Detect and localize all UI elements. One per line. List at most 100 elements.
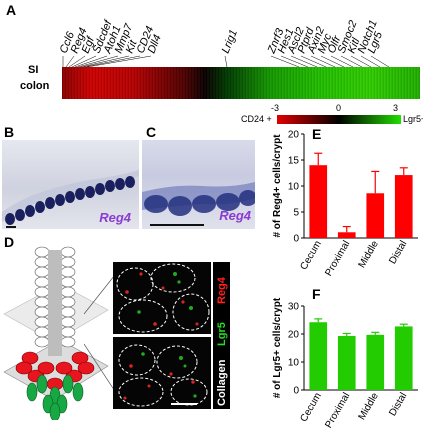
y-tick-label: 5 <box>293 208 299 219</box>
gene-leader-line <box>80 55 130 68</box>
panel-label-c: C <box>146 124 157 140</box>
gene-leader-line <box>86 55 152 68</box>
villus-cell <box>34 246 50 258</box>
heatmap <box>62 67 420 99</box>
lgr5-cell <box>72 382 84 402</box>
villus-cell <box>34 286 50 298</box>
crypt-stain-b <box>2 170 139 228</box>
gene-leader-line <box>280 55 309 68</box>
x-tick-label: Distal <box>387 239 409 266</box>
bar-chart-lgr5: 0 10 20 30 # of Lgr5+ cells/crypt Cecum Proxim… <box>272 297 418 430</box>
villus-cell <box>34 316 50 328</box>
y-tick-label: 10 <box>288 358 300 369</box>
row-label-colon: colon <box>20 80 50 92</box>
villus-cell <box>60 306 76 318</box>
gene-leader-line <box>370 55 390 68</box>
lgr5-cell <box>26 382 38 402</box>
channel-label-lgr5: Lgr5 <box>216 322 228 346</box>
villus-cell <box>60 286 76 298</box>
gene-leader-line <box>350 55 372 68</box>
y-tick-label: 15 <box>288 156 300 167</box>
panel-label-e: E <box>312 126 322 142</box>
villus-cell <box>60 326 76 338</box>
gene-leader-line <box>310 55 336 68</box>
villus-cell <box>34 296 50 308</box>
scale-mid-label: 0 <box>336 103 342 113</box>
gene-leader-line <box>68 55 86 68</box>
scale-min-label: -3 <box>271 103 280 113</box>
gene-leader-line <box>330 55 354 68</box>
gene-leader-line <box>340 55 363 68</box>
gene-leader-line <box>224 55 228 68</box>
bar <box>309 322 328 390</box>
villus-cell <box>60 266 76 278</box>
villus-cell <box>34 256 50 268</box>
gene-label: Kitl <box>346 36 363 55</box>
panel-label-d: D <box>4 234 15 250</box>
x-tick-label: Proximal <box>323 391 352 430</box>
y-tick-label: 20 <box>288 130 300 141</box>
gene-leader-line <box>71 55 97 68</box>
channel-legend: Reg4 Lgr5 Collagen <box>213 262 230 409</box>
gene-leader-line <box>77 55 119 68</box>
villus-cell <box>60 256 76 268</box>
reg4-cell <box>37 361 55 375</box>
panel-label-a: A <box>6 2 17 18</box>
villus-cell <box>60 296 76 308</box>
gene-label-mid: Lrig1 <box>220 28 240 55</box>
crypt-schematic <box>3 246 109 420</box>
villus-cell <box>34 336 50 348</box>
bar <box>394 326 413 390</box>
villus-cell <box>60 246 76 258</box>
y-tick-label: 0 <box>293 234 299 245</box>
y-axis-title: # of Lgr5+ cells/crypt <box>272 297 283 398</box>
panel-label-b: B <box>4 124 15 140</box>
channel-label-reg4: Reg4 <box>216 277 228 304</box>
gene-leader-line <box>74 55 108 68</box>
fluorescence-top <box>113 262 211 334</box>
y-tick-label: 10 <box>288 182 300 193</box>
villus-cell <box>34 306 50 318</box>
color-scale-bar <box>277 115 401 124</box>
bar-chart-reg4: 0 5 10 15 20 # of Reg4+ cells/crypt Cecum Proxi… <box>272 130 418 278</box>
gene-leader-line <box>300 55 327 68</box>
gene-leader-line <box>270 55 300 68</box>
scale-max-label: 3 <box>393 103 399 113</box>
bar <box>366 334 385 390</box>
bar <box>366 193 385 238</box>
bar <box>337 335 356 390</box>
x-tick-label: Middle <box>357 239 381 270</box>
bar <box>394 175 413 238</box>
lgr5-cell <box>62 374 74 394</box>
x-tick-label: Proximal <box>323 239 352 278</box>
scale-right-label: Lgr5+ <box>403 114 423 124</box>
panel-label-f: F <box>312 286 321 302</box>
villus-cell <box>34 266 50 278</box>
fluorescence-overlay <box>116 263 210 407</box>
bar <box>337 232 356 238</box>
x-tick-label: Middle <box>357 391 381 422</box>
micrograph-c: Reg4 <box>142 140 255 229</box>
channel-label-collagen: Collagen <box>216 359 228 406</box>
scale-left-label: CD24 + <box>241 114 272 124</box>
x-tick-label: Cecum <box>298 239 323 272</box>
gene-leader-line <box>65 55 75 68</box>
reg4-cell <box>55 361 73 375</box>
lgr5-cell <box>36 374 48 394</box>
x-tick-label: Distal <box>387 391 409 418</box>
gene-label: Kit <box>124 38 140 55</box>
bar <box>309 165 328 238</box>
y-tick-label: 30 <box>288 302 300 313</box>
crypt-stain-c <box>142 182 255 226</box>
gene-leader-line <box>320 55 345 68</box>
row-label-si: SI <box>28 64 39 76</box>
micrograph-c-label: Reg4 <box>219 208 251 223</box>
gene-leader-line <box>290 55 318 68</box>
villus-cell <box>60 316 76 328</box>
y-tick-label: 20 <box>288 330 300 341</box>
villus-cell <box>34 276 50 288</box>
reg4-cell <box>15 361 33 375</box>
villus-cell <box>60 336 76 348</box>
villus-cell <box>34 326 50 338</box>
